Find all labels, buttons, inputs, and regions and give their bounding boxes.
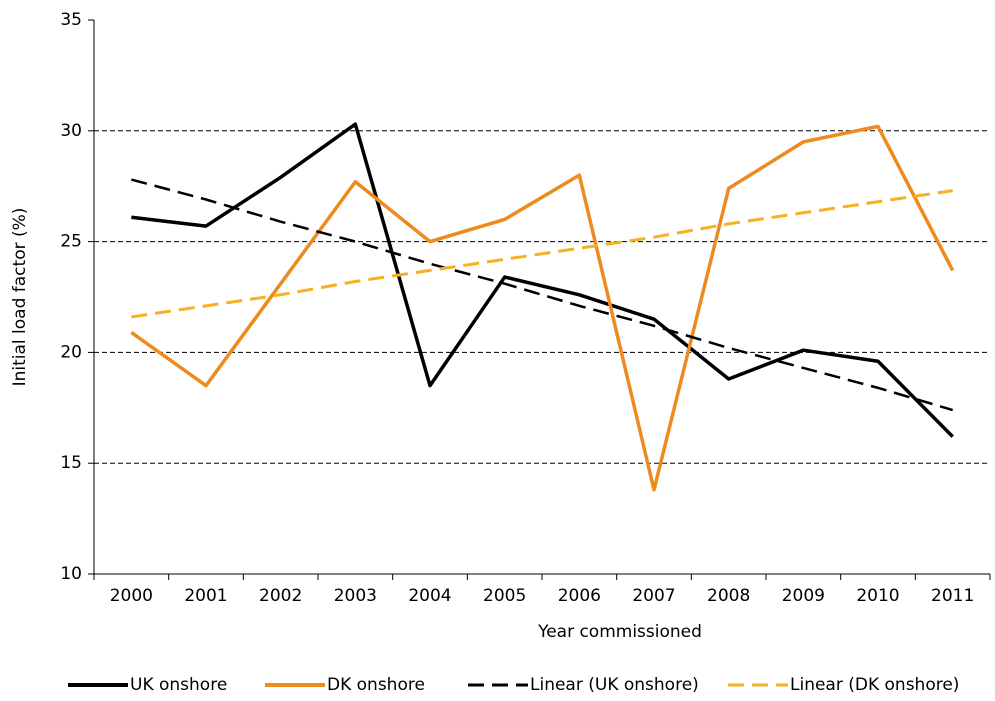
x-tick-label: 2006 bbox=[558, 586, 601, 606]
x-tick-label: 2010 bbox=[856, 586, 899, 606]
x-tick-label: 2005 bbox=[483, 586, 526, 606]
y-tick-label: 10 bbox=[60, 564, 82, 584]
y-tick-label: 30 bbox=[60, 121, 82, 141]
x-tick-label: 2009 bbox=[782, 586, 825, 606]
x-tick-label: 2007 bbox=[632, 586, 675, 606]
legend-label: Linear (DK onshore) bbox=[790, 675, 959, 695]
legend-label: UK onshore bbox=[130, 675, 227, 695]
series-line bbox=[130, 124, 955, 492]
y-tick-label: 35 bbox=[60, 10, 82, 30]
legend-label: Linear (UK onshore) bbox=[530, 675, 699, 695]
trend-line bbox=[131, 189, 953, 319]
x-tick-label: 2011 bbox=[931, 586, 974, 606]
y-tick-label: 25 bbox=[60, 232, 82, 252]
y-axis-label: Initial load factor (%) bbox=[10, 208, 30, 387]
y-tick-label: 15 bbox=[60, 453, 82, 473]
y-tick-label: 20 bbox=[60, 342, 82, 362]
trend-line bbox=[131, 178, 954, 412]
x-axis-label: Year commissioned bbox=[537, 622, 702, 642]
x-tick-label: 2008 bbox=[707, 586, 750, 606]
x-tick-label: 2000 bbox=[110, 586, 153, 606]
x-tick-label: 2003 bbox=[334, 586, 377, 606]
x-tick-label: 2001 bbox=[184, 586, 227, 606]
legend-label: DK onshore bbox=[327, 675, 425, 695]
x-tick-label: 2002 bbox=[259, 586, 302, 606]
series-line bbox=[131, 122, 954, 438]
x-tick-label: 2004 bbox=[408, 586, 451, 606]
